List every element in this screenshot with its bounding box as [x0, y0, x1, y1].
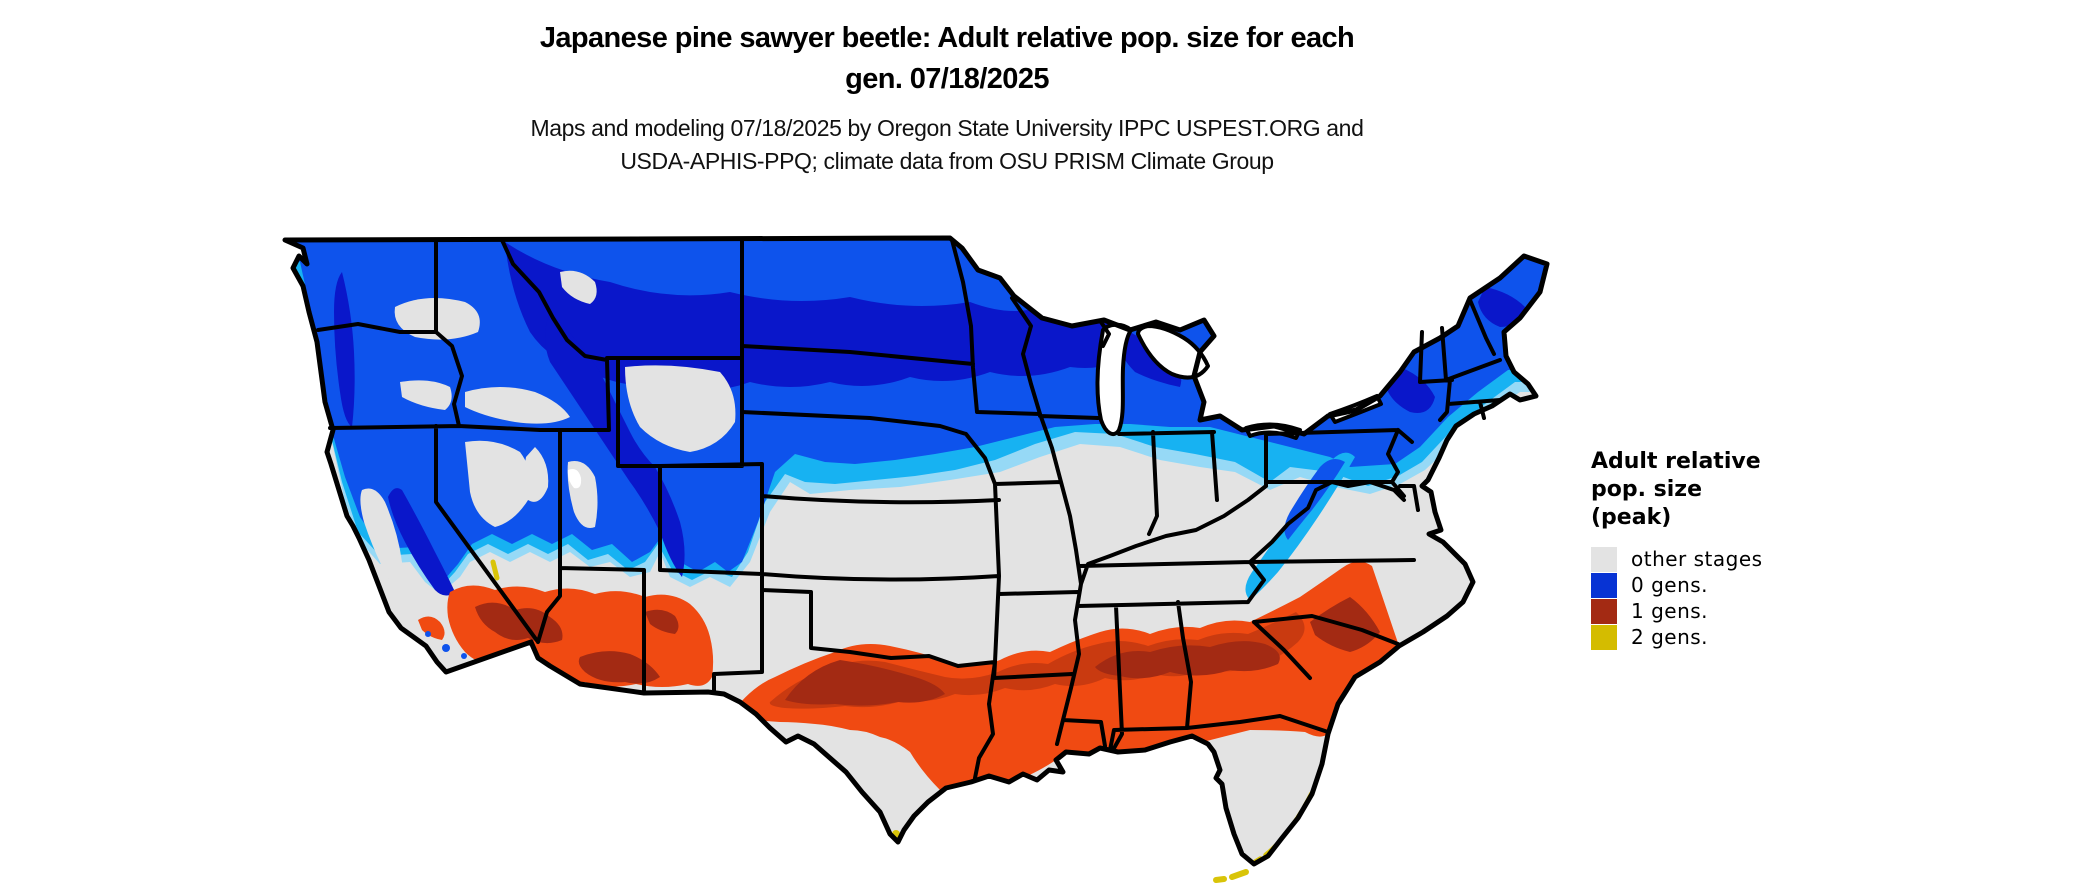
legend-label: other stages	[1631, 547, 1763, 571]
subtitle-line-2: USDA-APHIS-PPQ; climate data from OSU PR…	[620, 148, 1274, 174]
legend-label: 2 gens.	[1631, 625, 1709, 649]
channel-islands	[425, 631, 467, 659]
map-title: Japanese pine sawyer beetle: Adult relat…	[0, 18, 1894, 100]
legend-item-2-gens: 2 gens.	[1591, 624, 1851, 650]
basin-gray-wyoming	[625, 365, 736, 452]
legend-swatch-0-gens	[1591, 572, 1617, 598]
us-generation-map	[282, 235, 1550, 883]
legend-title-line-2: pop. size	[1591, 477, 1702, 502]
basin-gray-nevada2	[524, 447, 549, 502]
basin-gray-montana	[560, 270, 597, 304]
legend-title-line-1: Adult relative	[1591, 449, 1761, 474]
florida-keys	[1213, 869, 1249, 883]
zone-1gens-belt-darkred-texas	[785, 660, 945, 706]
zone-0gens-navy-rockies	[545, 312, 685, 577]
legend: Adult relative pop. size (peak) other st…	[1591, 448, 1851, 650]
basin-gray-oregon	[400, 380, 452, 410]
legend-swatch-1-gens	[1591, 598, 1617, 624]
legend-title-line-3: (peak)	[1591, 505, 1672, 530]
us-outline	[282, 235, 1550, 867]
zone-1gens-southwest-orange	[447, 585, 714, 687]
legend-label: 0 gens.	[1631, 573, 1709, 597]
legend-item-other-stages: other stages	[1591, 546, 1851, 572]
basin-gray-snake	[465, 387, 570, 424]
title-line-1: Japanese pine sawyer beetle: Adult relat…	[539, 22, 1355, 54]
legend-swatch-other-stages	[1591, 546, 1617, 572]
zone-0gens-appalachian-core	[1284, 458, 1345, 540]
socal-coast-red	[418, 616, 445, 640]
zone-0gens-navy-cascades	[334, 272, 355, 427]
legend-swatch-2-gens	[1591, 624, 1617, 650]
legend-items: other stages 0 gens. 1 gens. 2 gens.	[1591, 546, 1851, 650]
legend-item-0-gens: 0 gens.	[1591, 572, 1851, 598]
great-salt-lake	[567, 469, 582, 489]
subtitle-line-1: Maps and modeling 07/18/2025 by Oregon S…	[530, 115, 1364, 141]
basin-gray-nevada1	[465, 440, 532, 527]
state-borders	[316, 238, 1502, 780]
title-line-2: gen. 07/18/2025	[845, 63, 1049, 95]
zone-0gens-navy-maine	[1478, 287, 1525, 327]
legend-label: 1 gens.	[1631, 599, 1709, 623]
legend-title: Adult relative pop. size (peak)	[1591, 448, 1851, 532]
map-subtitle: Maps and modeling 07/18/2025 by Oregon S…	[0, 112, 1894, 178]
zone-2gens-death-valley	[490, 559, 500, 581]
zone-0gens-navy-sierra	[388, 488, 455, 596]
legend-item-1-gens: 1 gens.	[1591, 598, 1851, 624]
basin-gray-central-valley	[360, 488, 402, 580]
